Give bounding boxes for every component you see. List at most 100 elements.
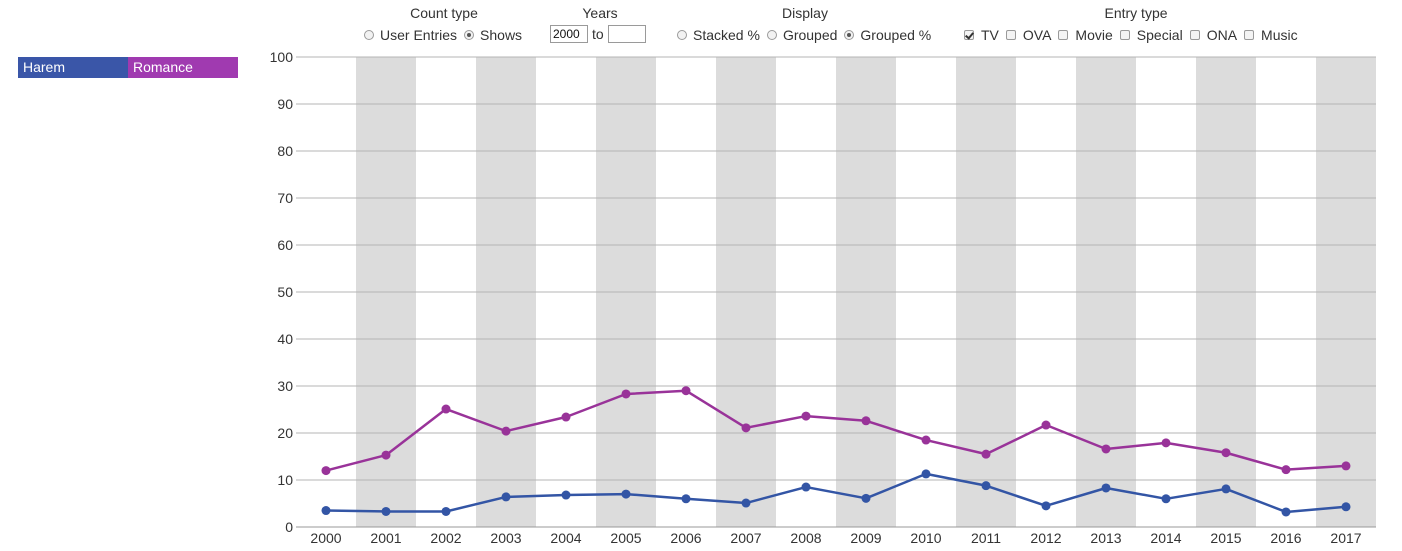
x-tick-label: 2008 — [790, 530, 821, 546]
x-tick-label: 2005 — [610, 530, 641, 546]
x-tick-label: 2016 — [1270, 530, 1301, 546]
checkbox-indicator — [1005, 30, 1016, 40]
data-point-romance — [561, 412, 571, 422]
x-tick-label: 2009 — [850, 530, 881, 546]
display-grouped-radio[interactable]: Grouped — [766, 27, 838, 43]
data-point-romance — [921, 435, 931, 445]
y-tick-label: 10 — [277, 472, 293, 488]
x-tick-label: 2017 — [1330, 530, 1361, 546]
checkbox-label: Music — [1261, 27, 1298, 43]
data-point-harem — [1341, 502, 1351, 512]
data-point-harem — [921, 469, 931, 479]
legend-item-harem[interactable]: Harem — [18, 57, 128, 78]
y-tick-label: 30 — [277, 378, 293, 394]
radio-indicator — [766, 30, 777, 40]
radio-label: Grouped — [782, 27, 838, 43]
count-type-shows-radio[interactable]: Shows — [464, 27, 522, 43]
entry-type-music-checkbox[interactable]: Music — [1244, 27, 1298, 43]
x-tick-label: 2010 — [910, 530, 941, 546]
display-stacked-radio[interactable]: Stacked % — [677, 27, 760, 43]
entry-type-ona-checkbox[interactable]: ONA — [1189, 27, 1238, 43]
y-tick-label: 20 — [277, 425, 293, 441]
radio-indicator — [677, 30, 687, 40]
data-point-harem — [441, 506, 451, 516]
legend-item-romance[interactable]: Romance — [128, 57, 238, 78]
data-point-harem — [621, 489, 631, 499]
x-tick-label: 2001 — [370, 530, 401, 546]
checkbox-label: ONA — [1206, 27, 1238, 43]
data-point-romance — [741, 423, 751, 433]
x-tick-label: 2003 — [490, 530, 521, 546]
data-point-romance — [981, 449, 991, 459]
series-line-harem — [325, 472, 1347, 514]
x-tick-label: 2013 — [1090, 530, 1121, 546]
x-tick-label: 2015 — [1210, 530, 1241, 546]
y-tick-label: 40 — [277, 331, 293, 347]
x-tick-label: 2002 — [430, 530, 461, 546]
y-tick-label: 80 — [277, 143, 293, 159]
data-point-harem — [1041, 501, 1051, 511]
radio-indicator — [464, 30, 475, 40]
entry-type-movie-checkbox[interactable]: Movie — [1058, 27, 1113, 43]
data-point-romance — [1281, 465, 1291, 475]
entry-type-ova-checkbox[interactable]: OVA — [1005, 27, 1052, 43]
y-tick-label: 0 — [285, 519, 293, 535]
legend: Harem Romance — [18, 57, 238, 78]
checkbox-label: Special — [1136, 27, 1183, 43]
data-point-romance — [861, 416, 871, 426]
data-point-harem — [681, 494, 691, 504]
count-type-title: Count type — [410, 5, 478, 21]
data-point-harem — [1101, 483, 1111, 493]
data-point-harem — [321, 506, 331, 516]
display-grouped-percent-radio[interactable]: Grouped % — [844, 27, 931, 43]
data-point-romance — [1221, 448, 1231, 458]
data-point-harem — [741, 498, 751, 508]
year-to-input[interactable] — [607, 25, 646, 43]
entry-type-special-checkbox[interactable]: Special — [1119, 27, 1183, 43]
x-tick-label: 2007 — [730, 530, 761, 546]
x-tick-label: 2004 — [550, 530, 581, 546]
radio-indicator — [844, 30, 855, 40]
checkbox-label: OVA — [1022, 27, 1052, 43]
y-tick-label: 100 — [270, 49, 294, 65]
data-point-harem — [501, 492, 511, 502]
y-tick-label: 50 — [277, 284, 293, 300]
x-tick-label: 2014 — [1150, 530, 1181, 546]
data-point-harem — [981, 481, 991, 491]
display-title: Display — [782, 5, 828, 21]
data-point-romance — [321, 466, 331, 476]
data-point-romance — [621, 389, 631, 399]
checkbox-indicator — [1058, 30, 1069, 40]
data-point-romance — [1341, 461, 1351, 471]
checkbox-indicator — [964, 30, 974, 40]
data-point-romance — [441, 404, 451, 414]
data-point-romance — [501, 426, 511, 436]
radio-label: Grouped % — [860, 27, 932, 43]
y-tick-label: 90 — [277, 96, 293, 112]
x-tick-label: 2012 — [1030, 530, 1061, 546]
radio-label: Shows — [480, 27, 523, 43]
years-to-label: to — [592, 26, 604, 42]
y-tick-label: 60 — [277, 237, 293, 253]
data-point-harem — [381, 506, 391, 516]
data-point-harem — [561, 490, 571, 500]
data-point-romance — [801, 411, 811, 421]
checkbox-label: Movie — [1075, 27, 1113, 43]
count-type-user-entries-radio[interactable]: User Entries — [364, 27, 457, 43]
data-point-romance — [1161, 438, 1171, 448]
checkbox-indicator — [1189, 30, 1200, 40]
year-from-input[interactable] — [550, 25, 588, 43]
radio-indicator — [364, 30, 374, 40]
data-point-romance — [1041, 420, 1051, 430]
checkbox-indicator — [1119, 30, 1130, 40]
data-point-harem — [801, 482, 811, 492]
checkbox-indicator — [1244, 30, 1255, 40]
entry-type-tv-checkbox[interactable]: TV — [964, 27, 999, 43]
y-tick-label: 70 — [277, 190, 293, 206]
entry-type-title: Entry type — [1104, 5, 1168, 21]
data-point-harem — [1281, 507, 1291, 517]
radio-label: User Entries — [380, 27, 458, 43]
data-point-romance — [681, 386, 691, 396]
x-tick-label: 2000 — [310, 530, 341, 546]
